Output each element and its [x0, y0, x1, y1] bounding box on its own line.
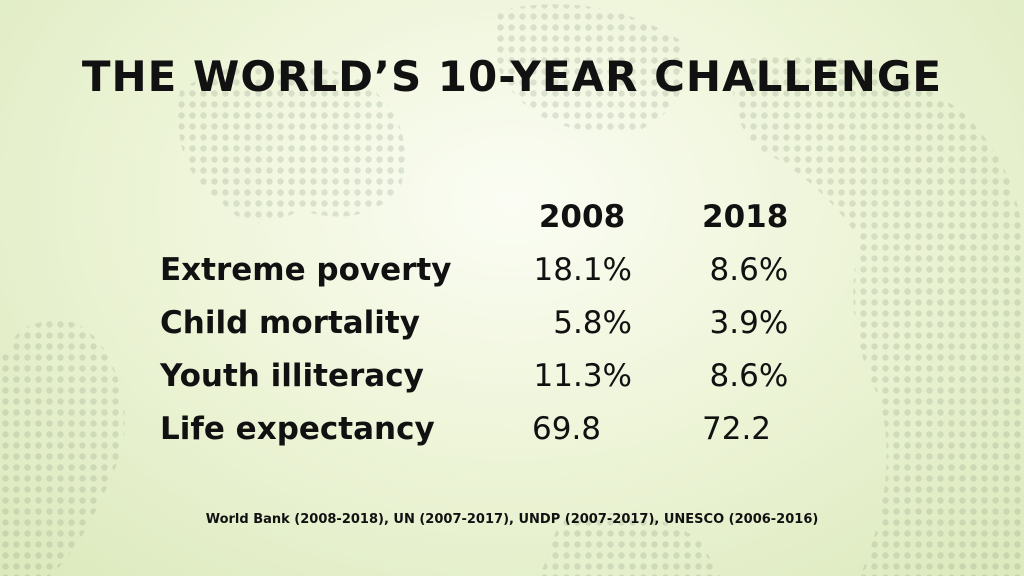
- year-header-2008: 2008: [538, 198, 626, 235]
- header-spacer: [160, 190, 532, 243]
- value-2008: 18.1%: [533, 251, 632, 288]
- value-2008: 69.8: [532, 410, 602, 447]
- value-2008: 11.3%: [533, 357, 632, 394]
- value-2018: 8.6%: [709, 357, 789, 394]
- value-2018: 3.9%: [709, 304, 789, 341]
- value-2018: 8.6%: [709, 251, 789, 288]
- header-gap: [632, 190, 702, 243]
- row-label: Child mortality: [160, 304, 420, 341]
- source-citation: World Bank (2008-2018), UN (2007-2017), …: [205, 512, 819, 527]
- table-row: Child mortality 5.8% 3.9%: [160, 296, 788, 349]
- row-label: Youth illiteracy: [160, 357, 424, 394]
- table-row: Youth illiteracy 11.3% 8.6%: [160, 349, 788, 402]
- row-label: Extreme poverty: [160, 251, 452, 288]
- year-header-2018: 2018: [702, 198, 789, 235]
- slide-title: THE WORLD’S 10-YEAR CHALLENGE: [81, 52, 943, 101]
- value-2018: 72.2: [702, 410, 772, 447]
- table-header-row: 2008 2018: [160, 190, 788, 243]
- row-label: Life expectancy: [160, 410, 435, 447]
- stats-table: 2008 2018 Extreme poverty 18.1% 8.6% Chi…: [160, 190, 788, 455]
- value-2008: 5.8%: [553, 304, 632, 341]
- table-row: Extreme poverty 18.1% 8.6%: [160, 243, 788, 296]
- table-row: Life expectancy 69.8 72.2: [160, 402, 788, 455]
